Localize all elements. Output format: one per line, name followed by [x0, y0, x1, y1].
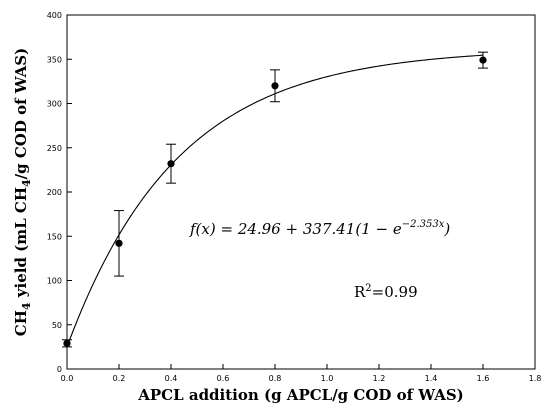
x-tick-label: 1.6	[477, 374, 490, 383]
y-tick-label: 250	[47, 144, 62, 153]
y-tick-label: 100	[47, 277, 62, 286]
x-tick-label: 0.6	[217, 374, 230, 383]
x-tick-label: 0.0	[61, 374, 74, 383]
error-bars	[62, 51, 488, 348]
y-tick-label: 150	[47, 232, 62, 241]
data-point	[167, 160, 175, 168]
x-tick-label: 1.4	[425, 374, 438, 383]
x-tick-label: 0.2	[113, 374, 126, 383]
y-axis-title-subscript-1: 4	[20, 302, 33, 310]
fit-equation: f(x) = 24.96 + 337.41(1 − e−2.353x)	[189, 219, 450, 238]
y-tick-label: 350	[47, 55, 62, 64]
x-tick-label: 1.0	[321, 374, 334, 383]
data-point	[271, 82, 279, 90]
r-squared-symbol: R	[354, 283, 366, 301]
data-point	[479, 56, 487, 64]
y-tick-label: 0	[57, 365, 62, 374]
y-axis-title-suffix: /g COD of WAS)	[12, 48, 30, 180]
y-axis-title-middle: yield (mL CH	[12, 187, 30, 302]
y-tick-label: 400	[47, 11, 62, 20]
r-squared-superscript: 2	[365, 283, 371, 294]
x-axis-title: APCL addition (g APCL/g COD of WAS)	[137, 386, 464, 404]
fit-equation-main: f(x) = 24.96 + 337.41(1 − e	[189, 220, 402, 238]
x-tick-label: 1.2	[373, 374, 386, 383]
r-squared-value: =0.99	[372, 283, 418, 301]
y-axis-title-subscript-2: 4	[20, 179, 33, 187]
x-tick-label: 0.8	[269, 374, 282, 383]
y-tick-label: 200	[47, 188, 62, 197]
r-squared-label: R2=0.99	[354, 283, 418, 301]
data-points	[63, 56, 487, 347]
y-tick-label: 50	[52, 321, 62, 330]
plot-area	[66, 14, 536, 370]
y-axis-title: CH4 yield (mL CH4/g COD of WAS)	[12, 48, 33, 336]
data-point	[115, 239, 123, 247]
y-tick-label: 300	[47, 100, 62, 109]
data-point	[63, 339, 71, 347]
fit-equation-exponent: −2.353x	[402, 219, 445, 230]
x-axis-ticks: 0.0 0.2 0.4 0.6 0.8 1.0 1.2 1.4 1.6 1.8	[61, 364, 542, 383]
y-axis-title-prefix: CH	[12, 310, 30, 336]
x-tick-label: 0.4	[165, 374, 178, 383]
y-axis-ticks: 0 50 100 150 200 250 300 350 400	[47, 11, 72, 374]
x-tick-label: 1.8	[529, 374, 542, 383]
fit-equation-close: )	[443, 220, 450, 238]
